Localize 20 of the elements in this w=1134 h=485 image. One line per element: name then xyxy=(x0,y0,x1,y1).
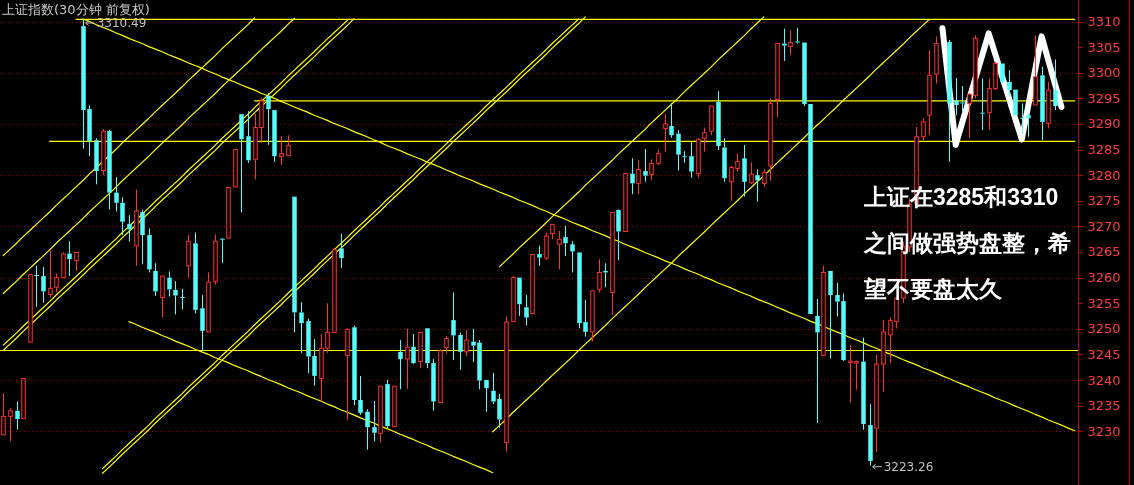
y-tick-label: 3235 xyxy=(1087,398,1121,414)
annotation: 3310.49 xyxy=(96,16,147,30)
y-tick-label: 3265 xyxy=(1087,244,1121,260)
y-tick-label: 3255 xyxy=(1087,295,1121,311)
y-tick-label: 3250 xyxy=(1087,321,1121,337)
y-tick-label: 3305 xyxy=(1087,39,1121,55)
y-tick-label: 3295 xyxy=(1087,90,1121,106)
y-tick-label: 3310 xyxy=(1087,14,1121,30)
chart-title: 上证指数(30分钟 前复权) xyxy=(2,1,150,17)
y-tick-label: 3240 xyxy=(1087,372,1121,388)
y-tick-label: 3270 xyxy=(1087,218,1121,234)
y-tick-label: 3275 xyxy=(1087,193,1121,209)
y-tick-label: 3285 xyxy=(1087,142,1121,158)
y-tick-label: 3230 xyxy=(1087,423,1121,439)
y-tick-label: 3280 xyxy=(1087,167,1121,183)
y-tick-label: 3290 xyxy=(1087,116,1121,132)
y-tick-label: 3300 xyxy=(1087,65,1121,81)
y-tick-label: 3260 xyxy=(1087,270,1121,286)
annotation: 3223.26 xyxy=(883,459,934,474)
y-tick-label: 3245 xyxy=(1087,346,1121,362)
